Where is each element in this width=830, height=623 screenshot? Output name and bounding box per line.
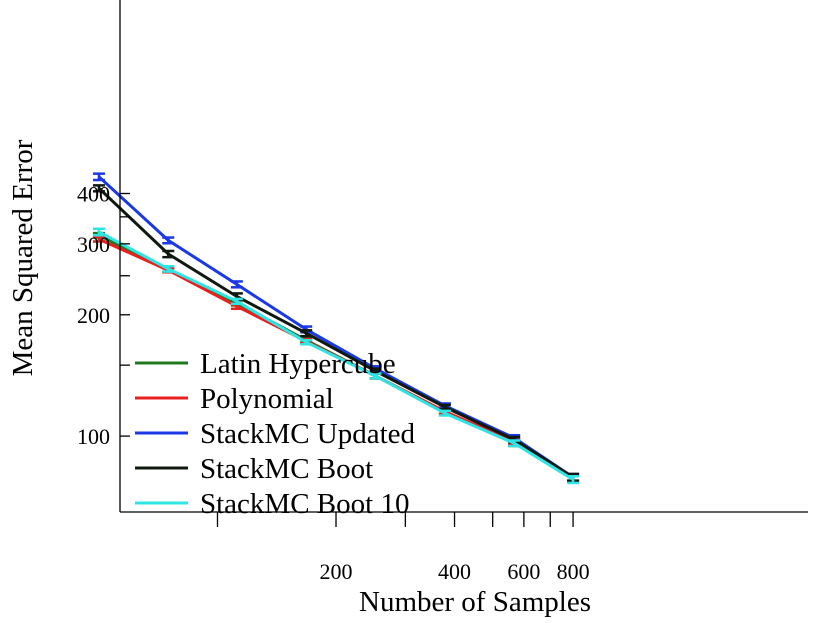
x-tick-label: 400 [438, 559, 471, 584]
series-4 [92, 227, 580, 485]
error-bar [92, 184, 105, 193]
error-bar [92, 235, 105, 243]
x-axis-title: Number of Samples [359, 586, 591, 618]
error-bar [438, 409, 451, 417]
legend-label: Latin Hypercube [200, 348, 396, 380]
error-bar [162, 236, 175, 245]
error-bar [300, 338, 313, 346]
series-line [97, 187, 574, 479]
y-axis-title: Mean Squared Error [7, 139, 39, 376]
legend-label: StackMC Boot 10 [200, 488, 409, 520]
series-line [98, 230, 574, 481]
error-bar [162, 249, 175, 259]
y-tick-label: 400 [77, 181, 110, 206]
x-tick-label: 600 [507, 559, 540, 584]
error-bar [369, 372, 382, 380]
y-tick-label: 300 [77, 232, 110, 257]
error-bar [230, 280, 243, 289]
error-bar [162, 264, 175, 273]
legend-item: Latin Hypercube [135, 348, 396, 380]
x-tick-label: 800 [557, 559, 590, 584]
y-tick-label: 200 [77, 303, 110, 328]
legend-item: StackMC Updated [135, 418, 416, 450]
error-bar [230, 297, 243, 306]
legend-item: StackMC Boot [135, 453, 373, 485]
error-bar [567, 474, 580, 485]
legend-label: Polynomial [200, 383, 334, 415]
legend-item: StackMC Boot 10 [135, 488, 409, 520]
plot-area [92, 172, 580, 485]
y-ticks: 100 200 300 400 [77, 181, 130, 449]
legend-label: StackMC Boot [200, 453, 373, 485]
x-tick-label: 200 [320, 559, 353, 584]
legend-label: StackMC Updated [200, 418, 416, 450]
error-bar [508, 439, 521, 448]
y-tick-label: 100 [77, 424, 110, 449]
error-bar [92, 172, 105, 182]
x-ticks: 200 400 600 800 [216, 512, 590, 584]
error-bar [92, 227, 105, 237]
error-bar [300, 329, 313, 338]
legend-item: Polynomial [135, 383, 334, 415]
